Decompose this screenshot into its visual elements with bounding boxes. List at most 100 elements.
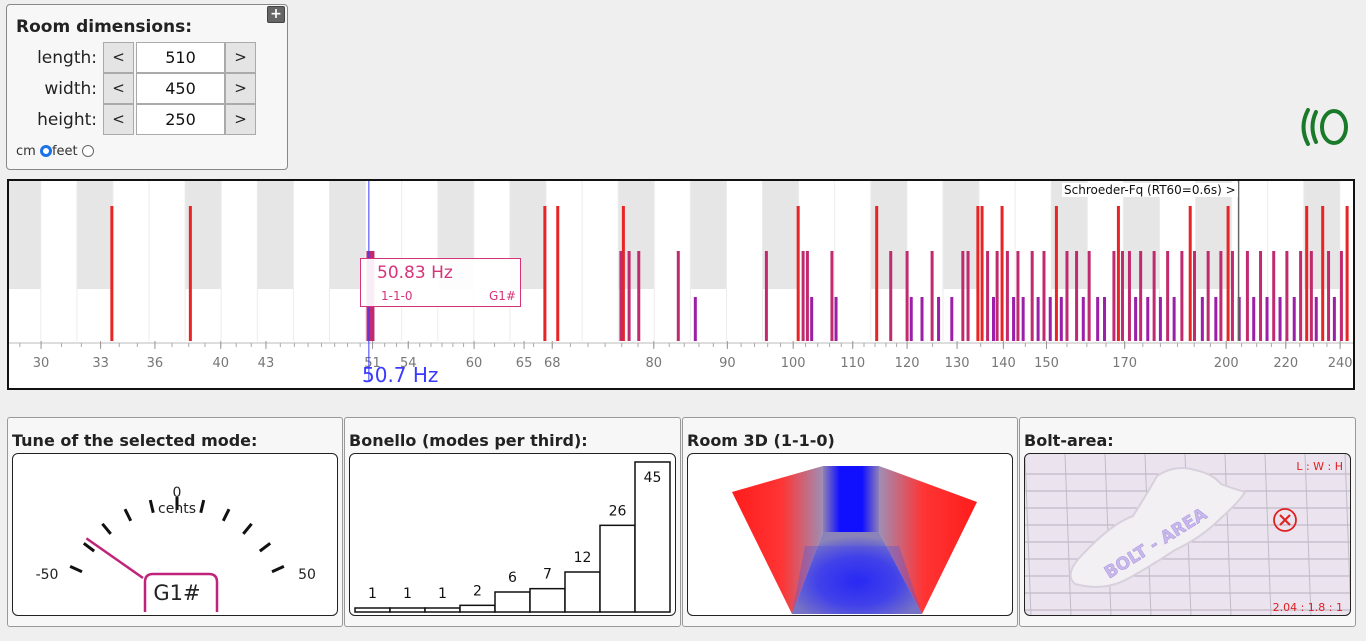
mode-bar-oblique[interactable] [1172, 297, 1176, 341]
mode-bar-tangential[interactable] [1272, 251, 1276, 341]
mode-bar-tangential[interactable] [1339, 251, 1343, 341]
mode-bar-oblique[interactable] [909, 297, 913, 341]
mode-bar-tangential[interactable] [1120, 251, 1124, 341]
mode-bar-axial[interactable] [976, 206, 980, 341]
width-decrease-button[interactable]: < [103, 73, 134, 104]
length-decrease-button[interactable]: < [103, 42, 134, 73]
mode-spectrum[interactable]: 30 33 36 40 43 51 54 60 65 68 80 90 100 110 120 130 140 1… [7, 179, 1355, 390]
mode-bar-tangential[interactable] [1180, 251, 1184, 341]
mode-bar-tangential[interactable] [676, 251, 680, 341]
mode-bar-oblique[interactable] [1012, 297, 1016, 341]
mode-bar-tangential[interactable] [1127, 251, 1131, 341]
mode-bar-axial[interactable] [1226, 206, 1230, 341]
mode-bar-tangential[interactable] [619, 251, 623, 341]
mode-bar-oblique[interactable] [1134, 297, 1138, 341]
mode-bar-axial[interactable] [1345, 206, 1349, 341]
mode-bar-oblique[interactable] [1278, 297, 1282, 341]
mode-bar-oblique[interactable] [1059, 297, 1063, 341]
height-input[interactable]: 250 [136, 104, 225, 135]
mode-bar-tangential[interactable] [966, 251, 970, 341]
mode-bar-tangential[interactable] [930, 251, 934, 341]
mode-bar-tangential[interactable] [1327, 251, 1331, 341]
mode-bar-oblique[interactable] [920, 297, 924, 341]
mode-bar-tangential[interactable] [1245, 251, 1249, 341]
width-increase-button[interactable]: > [225, 73, 256, 104]
mode-bar-tangential[interactable] [1139, 251, 1143, 341]
mode-bar-axial[interactable] [543, 206, 547, 341]
mode-bar-tangential[interactable] [961, 251, 965, 341]
mode-bar-axial[interactable] [1305, 206, 1309, 341]
mode-bar-tangential[interactable] [627, 251, 631, 341]
mode-bar-tangential[interactable] [1299, 251, 1303, 341]
room3d-svg[interactable] [688, 454, 1013, 616]
mode-bar-tangential[interactable] [1152, 251, 1156, 341]
mode-bar-tangential[interactable] [1042, 251, 1046, 341]
mode-bar-tangential[interactable] [1193, 251, 1197, 341]
mode-bar-tangential[interactable] [1016, 251, 1020, 341]
bolt-area-svg[interactable]: BOLT - AREA L : W : H 2.04 : 1.8 : 1 [1025, 454, 1351, 616]
width-input[interactable]: 450 [136, 73, 225, 104]
mode-bar-axial[interactable] [556, 206, 560, 341]
mode-bar-oblique[interactable] [1036, 297, 1040, 341]
mode-bar-oblique[interactable] [1265, 297, 1269, 341]
mode-bar-oblique[interactable] [834, 297, 838, 341]
mode-bar-tangential[interactable] [1075, 251, 1079, 341]
mode-bar-tangential[interactable] [1219, 251, 1223, 341]
mode-bar-tangential[interactable] [1030, 251, 1034, 341]
unit-cm-radio[interactable] [39, 145, 52, 157]
mode-bar-tangential[interactable] [805, 251, 809, 341]
mode-bar-oblique[interactable] [992, 297, 996, 341]
mode-bar-tangential[interactable] [1206, 251, 1210, 341]
mode-bar-oblique[interactable] [1158, 297, 1162, 341]
mode-bar-tangential[interactable] [889, 251, 893, 341]
mode-bar-tangential[interactable] [1065, 251, 1069, 341]
plus-square-icon[interactable]: + [267, 6, 285, 23]
mode-bar-axial[interactable] [875, 206, 879, 341]
mode-bar-axial[interactable] [980, 206, 984, 341]
length-input[interactable]: 510 [136, 42, 225, 73]
mode-bar-axial[interactable] [188, 206, 192, 341]
mode-bar-oblique[interactable] [937, 297, 941, 341]
mode-bar-oblique[interactable] [1146, 297, 1150, 341]
mode-bar-tangential[interactable] [764, 251, 768, 341]
mode-bar-tangential[interactable] [1112, 251, 1116, 341]
room3d-view[interactable] [687, 453, 1013, 616]
mode-bar-oblique[interactable] [1292, 297, 1296, 341]
mode-bar-tangential[interactable] [995, 251, 999, 341]
mode-bar-tangential[interactable] [830, 251, 834, 341]
spectrum-chart[interactable]: 30 33 36 40 43 51 54 60 65 68 80 90 100 110 120 130 140 1… [9, 181, 1353, 388]
mode-bar-oblique[interactable] [1314, 297, 1318, 341]
mode-bar-axial[interactable] [1000, 206, 1004, 341]
mode-bar-oblique[interactable] [1081, 297, 1085, 341]
mode-bar-tangential[interactable] [1230, 251, 1234, 341]
mode-bar-axial[interactable] [110, 206, 114, 341]
mode-bar-oblique[interactable] [950, 297, 954, 341]
mode-bar-oblique[interactable] [1103, 297, 1107, 341]
mode-bar-axial[interactable] [1321, 206, 1325, 341]
mode-bar-oblique[interactable] [1048, 297, 1052, 341]
mode-bar-oblique[interactable] [693, 297, 697, 341]
mode-bar-axial[interactable] [1116, 206, 1120, 341]
mode-bar-axial[interactable] [1054, 206, 1058, 341]
height-increase-button[interactable]: > [225, 104, 256, 135]
mode-bar-tangential[interactable] [1005, 251, 1009, 341]
mode-bar-oblique[interactable] [810, 297, 814, 341]
mode-bar-tangential[interactable] [801, 251, 805, 341]
bolt-area-chart[interactable]: BOLT - AREA L : W : H 2.04 : 1.8 : 1 [1024, 453, 1351, 616]
mode-bar-tangential[interactable] [1166, 251, 1170, 341]
mode-bar-tangential[interactable] [1087, 251, 1091, 341]
mode-bar-oblique[interactable] [1214, 297, 1218, 341]
height-decrease-button[interactable]: < [103, 104, 134, 135]
mode-bar-oblique[interactable] [1096, 297, 1100, 341]
mode-bar-oblique[interactable] [1021, 297, 1025, 341]
mode-bar-oblique[interactable] [1200, 297, 1204, 341]
length-increase-button[interactable]: > [225, 42, 256, 73]
mode-bar-axial[interactable] [1188, 206, 1192, 341]
mode-bar-axial[interactable] [621, 206, 625, 341]
mode-bar-oblique[interactable] [1252, 297, 1256, 341]
mode-bar-tangential[interactable] [1259, 251, 1263, 341]
mode-bar-oblique[interactable] [1332, 297, 1336, 341]
unit-feet-radio[interactable] [81, 145, 94, 157]
mode-bar-tangential[interactable] [986, 251, 990, 341]
mode-bar-tangential[interactable] [1309, 251, 1313, 341]
